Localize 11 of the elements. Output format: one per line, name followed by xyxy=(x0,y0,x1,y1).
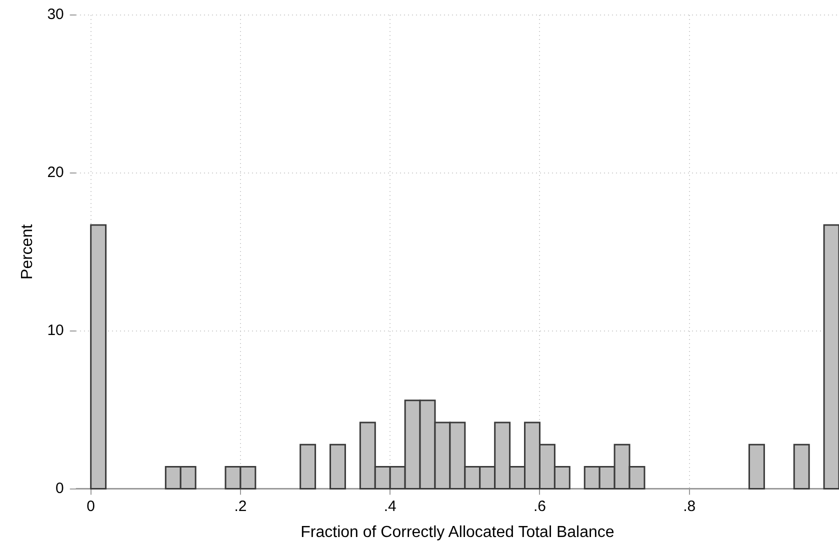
y-tick-label: 20 xyxy=(47,164,64,182)
y-tick-label: 10 xyxy=(47,322,64,340)
x-tick-label: .2 xyxy=(234,498,247,515)
y-tick-label: 0 xyxy=(56,480,64,497)
x-tick-label: .8 xyxy=(683,498,696,515)
x-tick-label: 0 xyxy=(86,498,96,515)
x-axis-title: Fraction of Correctly Allocated Total Balance xyxy=(300,524,614,541)
y-axis-title: Percent xyxy=(19,224,36,280)
y-tick-label: 30 xyxy=(47,6,64,24)
x-tick-label: .4 xyxy=(384,498,396,515)
x-tick-label: .6 xyxy=(533,498,546,515)
